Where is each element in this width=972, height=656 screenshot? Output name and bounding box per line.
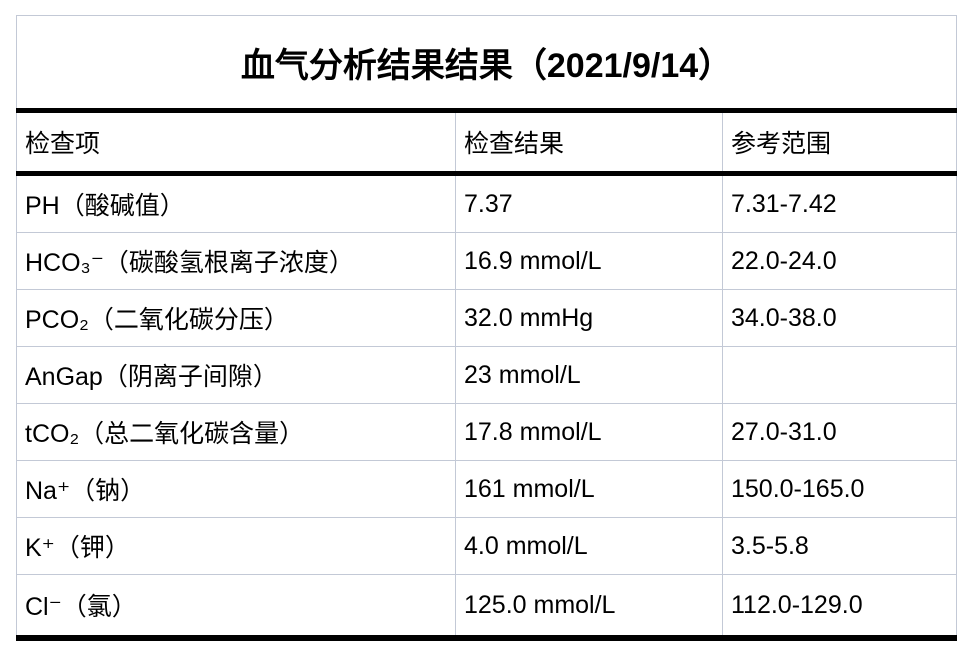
result-cell: 125.0 mmol/L [455, 574, 723, 641]
blood-gas-report-table: 血气分析结果结果（2021/9/14） 检查项 检查结果 参考范围 PH（酸碱值… [16, 15, 958, 641]
title-row: 血气分析结果结果（2021/9/14） [16, 15, 957, 113]
result-cell: 161 mmol/L [455, 460, 723, 518]
table-row: PH（酸碱值） 7.37 7.31-7.42 [16, 173, 958, 233]
column-header-result: 检查结果 [455, 110, 723, 176]
item-cell: PH（酸碱值） [16, 173, 456, 233]
range-cell: 27.0-31.0 [721, 403, 958, 461]
result-cell: 16.9 mmol/L [455, 232, 723, 290]
table-row: PCO₂（二氧化碳分压） 32.0 mmHg 34.0-38.0 [16, 289, 958, 347]
item-cell: tCO₂（总二氧化碳含量） [16, 403, 456, 461]
column-header-item: 检查项 [16, 110, 456, 176]
result-cell: 7.37 [455, 173, 723, 233]
item-cell: PCO₂（二氧化碳分压） [16, 289, 456, 347]
table-row: Cl⁻（氯） 125.0 mmol/L 112.0-129.0 [16, 574, 958, 641]
item-cell: Cl⁻（氯） [16, 574, 456, 641]
item-cell: Na⁺（钠） [16, 460, 456, 518]
table-row: AnGap（阴离子间隙） 23 mmol/L [16, 346, 958, 404]
header-row: 检查项 检查结果 参考范围 [16, 110, 958, 176]
range-cell: 34.0-38.0 [721, 289, 958, 347]
range-cell: 3.5-5.8 [721, 517, 958, 575]
table-title: 血气分析结果结果（2021/9/14） [16, 15, 957, 113]
column-header-range: 参考范围 [721, 110, 958, 176]
result-cell: 23 mmol/L [455, 346, 723, 404]
result-cell: 17.8 mmol/L [455, 403, 723, 461]
range-cell [721, 346, 958, 404]
range-cell: 150.0-165.0 [721, 460, 958, 518]
table-row: K⁺（钾） 4.0 mmol/L 3.5-5.8 [16, 517, 958, 575]
range-cell: 7.31-7.42 [721, 173, 958, 233]
item-cell: AnGap（阴离子间隙） [16, 346, 456, 404]
table-row: Na⁺（钠） 161 mmol/L 150.0-165.0 [16, 460, 958, 518]
range-cell: 22.0-24.0 [721, 232, 958, 290]
item-cell: HCO₃⁻（碳酸氢根离子浓度） [16, 232, 456, 290]
result-cell: 32.0 mmHg [455, 289, 723, 347]
item-cell: K⁺（钾） [16, 517, 456, 575]
table-row: HCO₃⁻（碳酸氢根离子浓度） 16.9 mmol/L 22.0-24.0 [16, 232, 958, 290]
table-row: tCO₂（总二氧化碳含量） 17.8 mmol/L 27.0-31.0 [16, 403, 958, 461]
result-cell: 4.0 mmol/L [455, 517, 723, 575]
range-cell: 112.0-129.0 [721, 574, 958, 641]
